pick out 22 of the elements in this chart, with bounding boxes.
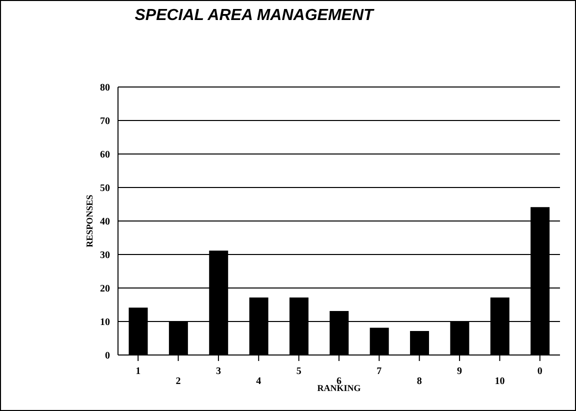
- chart-title: SPECIAL AREA MANAGEMENT: [134, 7, 376, 25]
- y-tick-label: 10: [100, 317, 110, 328]
- y-tick-label: 60: [100, 150, 110, 161]
- y-axis-title: RESPONSES: [84, 194, 94, 248]
- x-tick-label: 4: [256, 376, 262, 387]
- y-tick-label: 0: [105, 350, 110, 362]
- y-tick-label: 50: [100, 183, 110, 194]
- x-tick-label: 9: [457, 366, 462, 377]
- y-tick-label: 40: [100, 216, 110, 228]
- x-tick-label: 1: [136, 366, 141, 377]
- x-tick-label: 3: [216, 366, 221, 377]
- x-tick-label: 10: [494, 376, 505, 387]
- x-tick-label: 0: [537, 366, 542, 377]
- x-tick-label: 2: [176, 376, 181, 387]
- y-tick-label: 30: [100, 250, 110, 262]
- y-tick-label: 20: [100, 284, 110, 295]
- x-tick-label: 8: [416, 376, 422, 387]
- y-tick-label: 80: [100, 82, 110, 94]
- y-tick-label: 70: [100, 116, 110, 128]
- x-tick-label: 7: [376, 366, 382, 377]
- x-tick-label: 5: [296, 366, 302, 377]
- x-axis-title: RANKING: [317, 383, 361, 393]
